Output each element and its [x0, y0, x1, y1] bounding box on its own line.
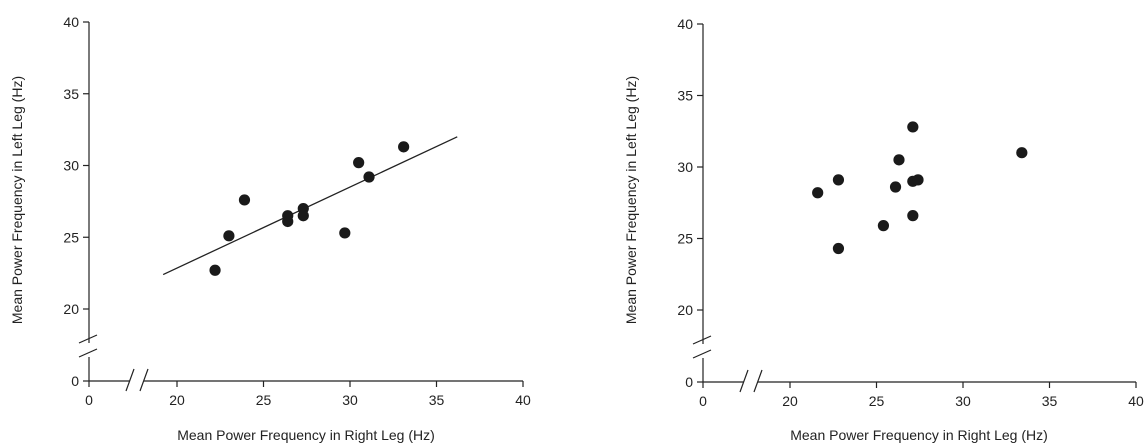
- x-tick-label: 35: [1042, 393, 1058, 409]
- x-tick-label: 25: [256, 392, 272, 408]
- data-point: [893, 154, 905, 166]
- x-tick-label: 20: [169, 392, 185, 408]
- data-point: [223, 230, 235, 242]
- data-point: [238, 194, 251, 206]
- data-point: [339, 227, 351, 239]
- y-axis-title: Mean Power Frequency in Left Leg (Hz): [623, 76, 639, 324]
- x-tick-label: 25: [869, 393, 885, 409]
- x-tick-label: 20: [782, 393, 798, 409]
- x-axis-break-mark: [125, 368, 135, 392]
- data-point: [832, 174, 845, 186]
- x-axis-break-mark: [139, 368, 149, 392]
- x-tick-label: 40: [515, 392, 531, 408]
- y-tick-label: 20: [677, 302, 693, 318]
- data-point: [877, 220, 890, 232]
- y-tick-label: 40: [63, 14, 79, 30]
- trend-line: [162, 136, 458, 276]
- x-axis-title: Mean Power Frequency in Right Leg (Hz): [790, 427, 1048, 443]
- y-tick-label: 40: [677, 16, 693, 32]
- y-axis-break-mark: [692, 349, 712, 359]
- chart-panel-2: 0 20 25 30 35 40 0 20 25 30 35 40 Mean Power Frequen…: [623, 16, 1144, 443]
- data-point: [363, 171, 375, 183]
- chart-panel-1: 0 20 25 30 35 40 0 20 25 30 35 40 Mean Power Frequen…: [9, 14, 531, 443]
- x-tick-label: 30: [955, 393, 971, 409]
- y-tick-label: 30: [677, 159, 693, 175]
- data-point: [812, 187, 824, 199]
- x-axis-title: Mean Power Frequency in Right Leg (Hz): [177, 427, 435, 443]
- data-point: [907, 121, 919, 133]
- x-tick-label: 40: [1128, 393, 1144, 409]
- data-point: [912, 174, 924, 186]
- x-axis-break-mark: [739, 369, 749, 393]
- y-tick-label: 30: [63, 158, 79, 174]
- x-axis-break-mark: [753, 369, 763, 393]
- y-axis-break-mark: [78, 348, 98, 358]
- data-point: [297, 210, 309, 222]
- data-point: [398, 141, 410, 153]
- x-tick-label: 35: [429, 392, 445, 408]
- data-point: [907, 210, 919, 222]
- x-tick-label: 0: [699, 393, 707, 409]
- y-tick-label: 20: [63, 301, 79, 317]
- y-axis-break-mark: [78, 334, 98, 344]
- data-point: [1016, 147, 1028, 159]
- y-tick-label: 25: [677, 231, 693, 247]
- y-tick-label: 0: [685, 374, 693, 390]
- data-point: [353, 157, 365, 169]
- x-tick-label: 30: [342, 392, 358, 408]
- data-point: [282, 215, 294, 228]
- y-axis-break-mark: [692, 335, 712, 345]
- y-axis-title: Mean Power Frequency in Left Leg (Hz): [9, 76, 25, 324]
- y-tick-label: 0: [71, 373, 79, 389]
- x-tick-label: 0: [85, 392, 93, 408]
- y-tick-label: 35: [63, 86, 79, 102]
- y-tick-label: 25: [63, 229, 79, 245]
- data-point: [209, 264, 221, 276]
- data-point: [889, 181, 902, 193]
- data-point: [832, 242, 845, 255]
- y-tick-label: 35: [677, 88, 693, 104]
